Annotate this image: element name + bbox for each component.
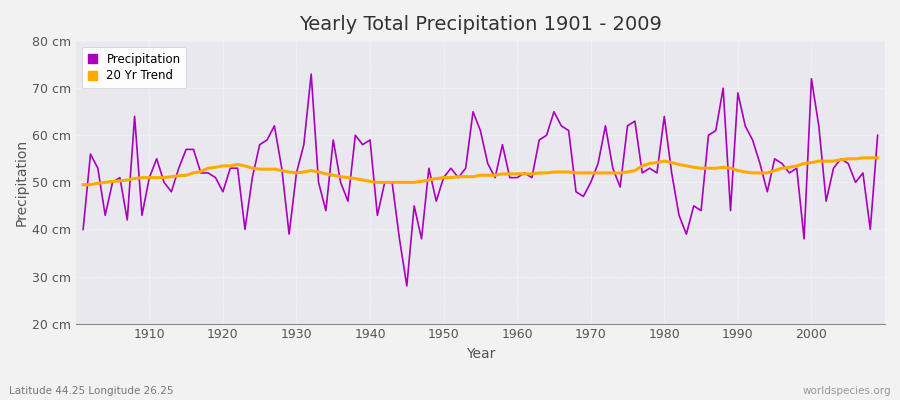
Precipitation: [137, 213, 148, 218]
20 Yr Trend: [512, 172, 523, 176]
20 Yr Trend: [872, 156, 883, 160]
Precipitation: [872, 133, 883, 138]
X-axis label: Year: Year: [465, 347, 495, 361]
Line: 20 Yr Trend: 20 Yr Trend: [83, 158, 878, 185]
20 Yr Trend: [299, 170, 310, 174]
Title: Yearly Total Precipitation 1901 - 2009: Yearly Total Precipitation 1901 - 2009: [299, 15, 662, 34]
Precipitation: [77, 227, 88, 232]
Precipitation: [615, 185, 626, 190]
Precipitation: [350, 133, 361, 138]
20 Yr Trend: [600, 170, 611, 175]
20 Yr Trend: [137, 175, 148, 180]
20 Yr Trend: [858, 156, 868, 160]
20 Yr Trend: [343, 175, 354, 180]
Text: worldspecies.org: worldspecies.org: [803, 386, 891, 396]
Y-axis label: Precipitation: Precipitation: [15, 139, 29, 226]
Precipitation: [526, 175, 537, 180]
20 Yr Trend: [504, 172, 515, 176]
Precipitation: [401, 284, 412, 288]
Legend: Precipitation, 20 Yr Trend: Precipitation, 20 Yr Trend: [82, 47, 186, 88]
Precipitation: [519, 170, 530, 175]
20 Yr Trend: [77, 182, 88, 187]
Precipitation: [299, 142, 310, 147]
Line: Precipitation: Precipitation: [83, 74, 878, 286]
Text: Latitude 44.25 Longitude 26.25: Latitude 44.25 Longitude 26.25: [9, 386, 174, 396]
Precipitation: [306, 72, 317, 76]
